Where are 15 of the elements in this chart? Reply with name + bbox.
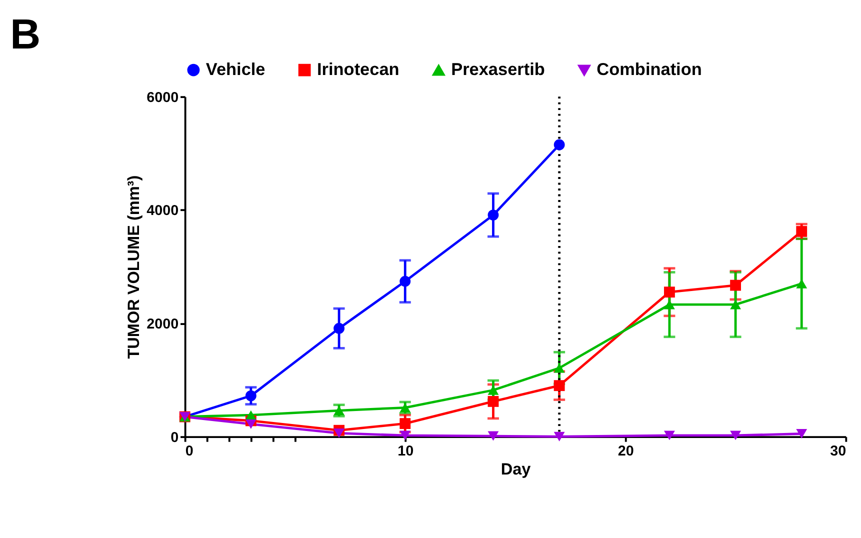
x-axis-title: Day [500,460,531,478]
x-tick-label: 10 [398,443,414,460]
chart-title: B [10,10,41,58]
legend-label: Vehicle [206,58,266,79]
y-tick-label: 4000 [146,203,179,220]
y-tick-label: 6000 [146,90,179,106]
legend-label: Prexasertib [451,59,545,80]
x-tick-label: 20 [618,443,634,460]
legend-label: Combination [596,59,702,80]
x-tick-label: 30 [830,443,846,460]
y-tick-label: 0 [170,430,179,446]
y-tick-label: 2000 [146,316,179,333]
y-axis-title: TUMOR VOLUME (mm³) [124,175,143,359]
x-tick-label: 0 [185,443,194,460]
legend-label: Irinotecan [317,58,400,79]
